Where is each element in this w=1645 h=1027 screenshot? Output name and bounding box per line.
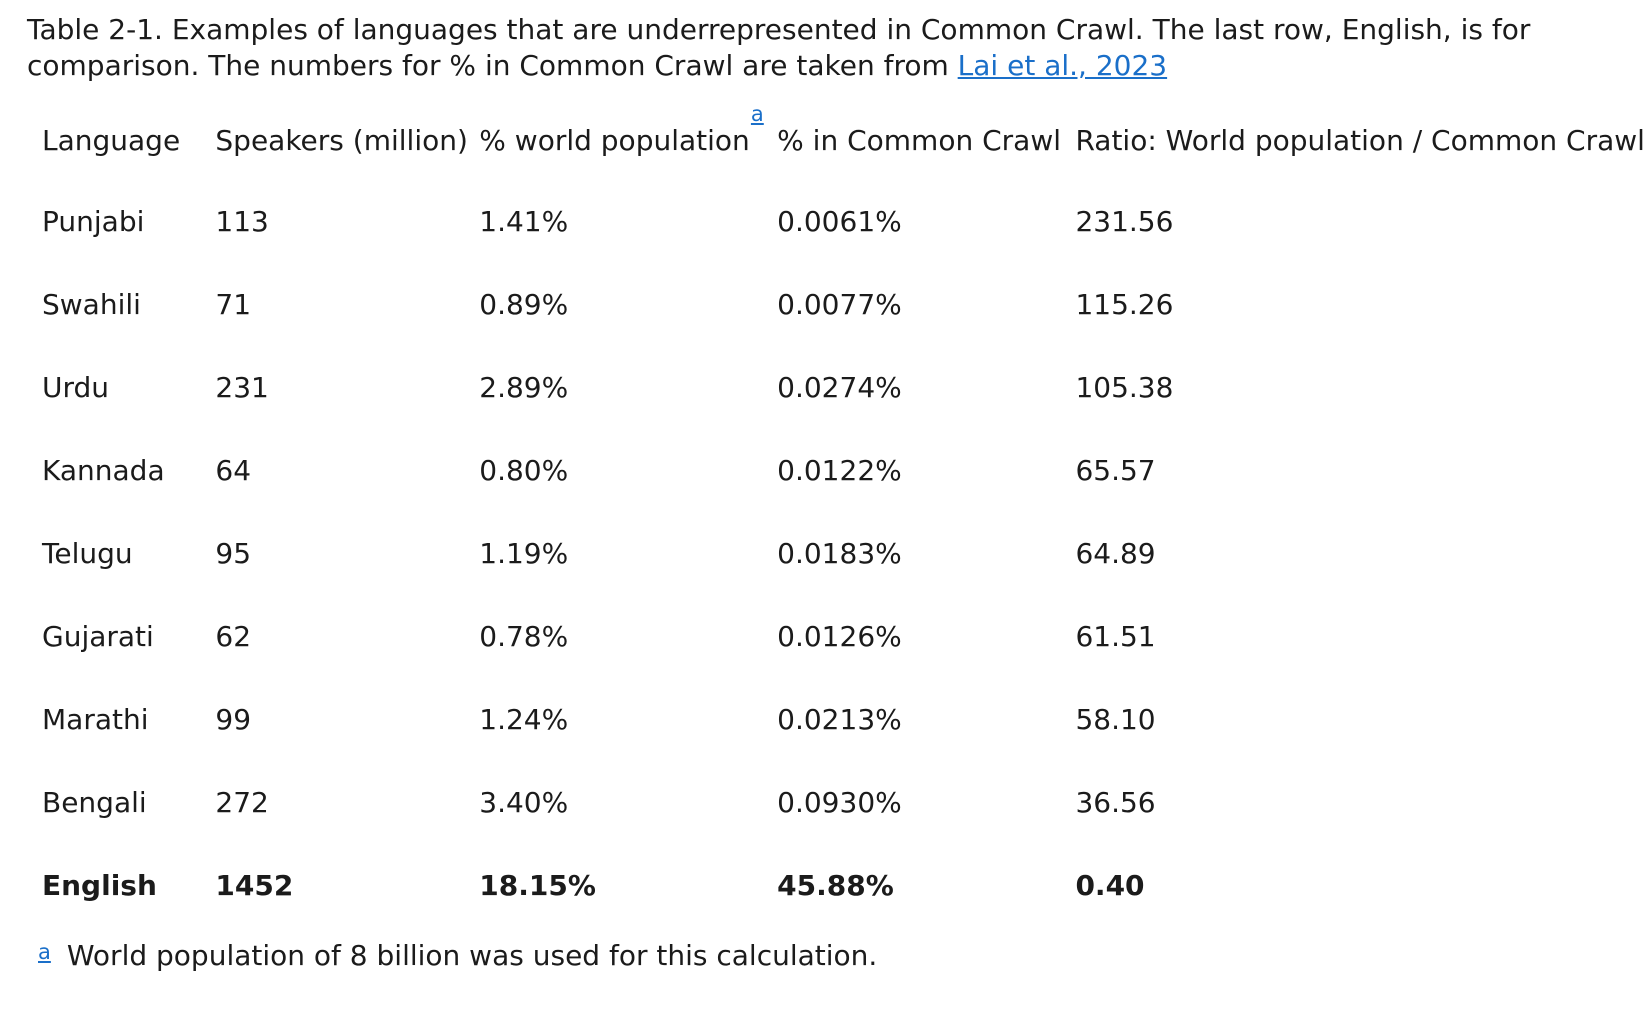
cell-common-crawl: 0.0077% (777, 288, 902, 321)
cell-language: Urdu (42, 371, 110, 404)
cell-speakers: 62 (215, 620, 252, 653)
cell-speakers: 1452 (215, 869, 294, 902)
column-header-common-crawl: % in Common Crawl (777, 123, 1061, 157)
column-header-language: Language (42, 123, 181, 157)
cell-common-crawl: 0.0930% (777, 786, 902, 819)
footnote-ref-link[interactable]: a (750, 101, 764, 126)
table-row: Marathi 99 1.24% 0.0213% 58.10 (26, 678, 1645, 761)
cell-speakers: 99 (215, 703, 252, 736)
citation-link[interactable]: Lai et al., 2023 (957, 49, 1168, 82)
cell-common-crawl: 0.0213% (777, 703, 902, 736)
cell-ratio: 64.89 (1075, 537, 1156, 570)
cell-language: Swahili (42, 288, 141, 321)
cell-speakers: 113 (215, 205, 269, 238)
cell-language: Gujarati (42, 620, 154, 653)
cell-world-population: 0.89% (479, 288, 569, 321)
cell-language: Marathi (42, 703, 149, 736)
cell-world-population: 1.24% (479, 703, 569, 736)
table-body: Punjabi 113 1.41% 0.0061% 231.56 Swahili 71 0.8… (26, 180, 1645, 927)
cell-common-crawl: 45.88% (777, 869, 894, 902)
cell-world-population: 1.19% (479, 537, 569, 570)
table-row: Punjabi 113 1.41% 0.0061% 231.56 (26, 180, 1645, 263)
cell-ratio: 58.10 (1075, 703, 1156, 736)
cell-common-crawl: 0.0274% (777, 371, 902, 404)
cell-common-crawl: 0.0183% (777, 537, 902, 570)
table-row: Swahili 71 0.89% 0.0077% 115.26 (26, 263, 1645, 346)
cell-language: Kannada (42, 454, 165, 487)
footnote-text: World population of 8 billion was used f… (66, 939, 878, 972)
cell-language: Telugu (42, 537, 133, 570)
table-row: Gujarati 62 0.78% 0.0126% 61.51 (26, 595, 1645, 678)
cell-language: Punjabi (42, 205, 145, 238)
cell-ratio: 105.38 (1075, 371, 1174, 404)
cell-speakers: 64 (215, 454, 252, 487)
column-header-ratio: Ratio: World population / Common Crawl (1075, 123, 1645, 157)
cell-world-population: 2.89% (479, 371, 569, 404)
cell-world-population: 3.40% (479, 786, 569, 819)
table-header-row: Language Speakers (million) % world popu… (26, 100, 1645, 180)
cell-ratio: 36.56 (1075, 786, 1156, 819)
column-header-world-population-label: % world population (479, 123, 750, 157)
caption-text: Table 2-1. Examples of languages that ar… (27, 13, 1531, 82)
cell-speakers: 71 (215, 288, 252, 321)
column-header-world-population: % world population a (479, 100, 777, 180)
cell-ratio: 231.56 (1075, 205, 1174, 238)
cell-ratio: 0.40 (1075, 869, 1145, 902)
table-row: English 1452 18.15% 45.88% 0.40 (26, 844, 1645, 927)
table-row: Urdu 231 2.89% 0.0274% 105.38 (26, 346, 1645, 429)
cell-common-crawl: 0.0126% (777, 620, 902, 653)
cell-world-population: 0.78% (479, 620, 569, 653)
cell-world-population: 18.15% (479, 869, 596, 902)
cell-ratio: 115.26 (1075, 288, 1174, 321)
cell-speakers: 231 (215, 371, 269, 404)
cell-ratio: 61.51 (1075, 620, 1156, 653)
header-sup-wrapper: % world population a (479, 102, 764, 157)
cell-speakers: 95 (215, 537, 252, 570)
table-caption: Table 2-1. Examples of languages that ar… (27, 12, 1627, 84)
cell-speakers: 272 (215, 786, 269, 819)
cell-language: Bengali (42, 786, 147, 819)
cell-common-crawl: 0.0061% (777, 205, 902, 238)
table-row: Bengali 272 3.40% 0.0930% 36.56 (26, 761, 1645, 844)
cell-common-crawl: 0.0122% (777, 454, 902, 487)
column-header-speakers: Speakers (million) (215, 123, 468, 157)
table-row: Telugu 95 1.19% 0.0183% 64.89 (26, 512, 1645, 595)
table-row: Kannada 64 0.80% 0.0122% 65.57 (26, 429, 1645, 512)
footnote-mark-link[interactable]: a (38, 940, 51, 964)
cell-language: English (42, 869, 157, 902)
cell-ratio: 65.57 (1075, 454, 1156, 487)
footnote: a World population of 8 billion was used … (38, 932, 877, 976)
cell-world-population: 0.80% (479, 454, 569, 487)
cell-world-population: 1.41% (479, 205, 569, 238)
languages-table: Language Speakers (million) % world popu… (26, 100, 1645, 927)
